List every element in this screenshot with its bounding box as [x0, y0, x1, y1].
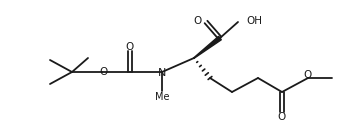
Text: O: O: [99, 67, 107, 77]
Text: N: N: [158, 68, 166, 78]
Text: O: O: [126, 42, 134, 52]
Polygon shape: [194, 36, 221, 58]
Text: Me: Me: [155, 92, 169, 102]
Text: OH: OH: [246, 16, 262, 26]
Text: O: O: [194, 16, 202, 26]
Text: O: O: [304, 70, 312, 80]
Text: O: O: [278, 112, 286, 122]
